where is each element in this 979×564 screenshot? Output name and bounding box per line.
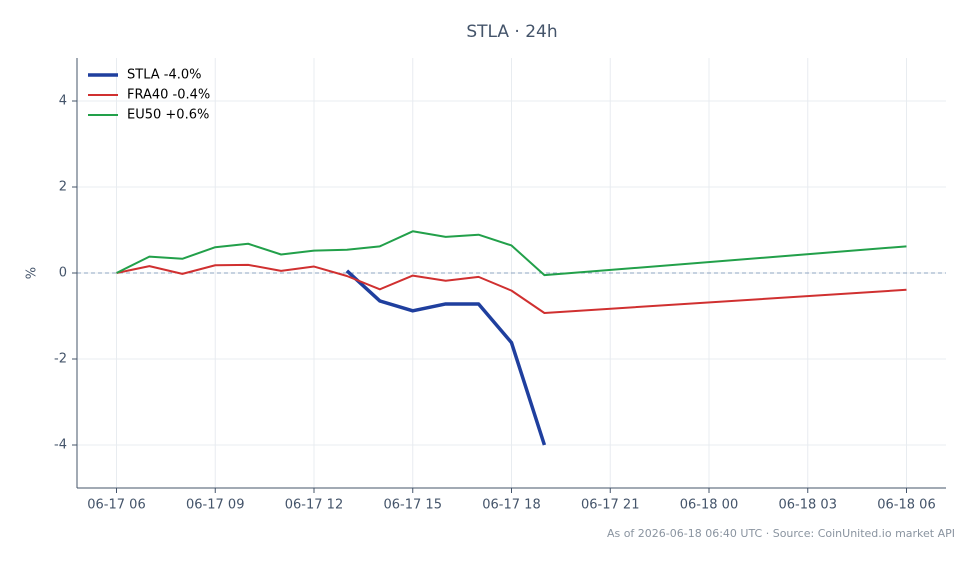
legend-label: STLA -4.0% bbox=[127, 68, 201, 83]
x-tick-label: 06-17 21 bbox=[581, 498, 639, 513]
legend-label: FRA40 -0.4% bbox=[127, 88, 210, 103]
series-line bbox=[345, 269, 547, 446]
y-axis-label: % bbox=[25, 267, 40, 279]
y-tick-label: -2 bbox=[54, 352, 67, 367]
x-tick-label: 06-17 15 bbox=[384, 498, 442, 513]
chart-title: STLA · 24h bbox=[466, 22, 557, 42]
y-tick-label: -4 bbox=[54, 438, 67, 453]
x-tick-label: 06-18 06 bbox=[877, 498, 935, 513]
y-tick-label: 0 bbox=[59, 266, 67, 281]
series-line bbox=[116, 263, 907, 314]
x-tick-label: 06-17 09 bbox=[186, 498, 244, 513]
series-line bbox=[116, 230, 907, 277]
x-tick-label: 06-17 12 bbox=[285, 498, 343, 513]
y-tick-label: 4 bbox=[59, 94, 67, 109]
x-tick-label: 06-17 06 bbox=[87, 498, 145, 513]
x-tick-label: 06-18 00 bbox=[680, 498, 738, 513]
x-tick-label: 06-17 18 bbox=[482, 498, 540, 513]
footnote: As of 2026-06-18 06:40 UTC · Source: Coi… bbox=[607, 527, 955, 540]
x-tick-label: 06-18 03 bbox=[779, 498, 837, 513]
legend-label: EU50 +0.6% bbox=[127, 108, 209, 123]
y-tick-label: 2 bbox=[59, 180, 67, 195]
